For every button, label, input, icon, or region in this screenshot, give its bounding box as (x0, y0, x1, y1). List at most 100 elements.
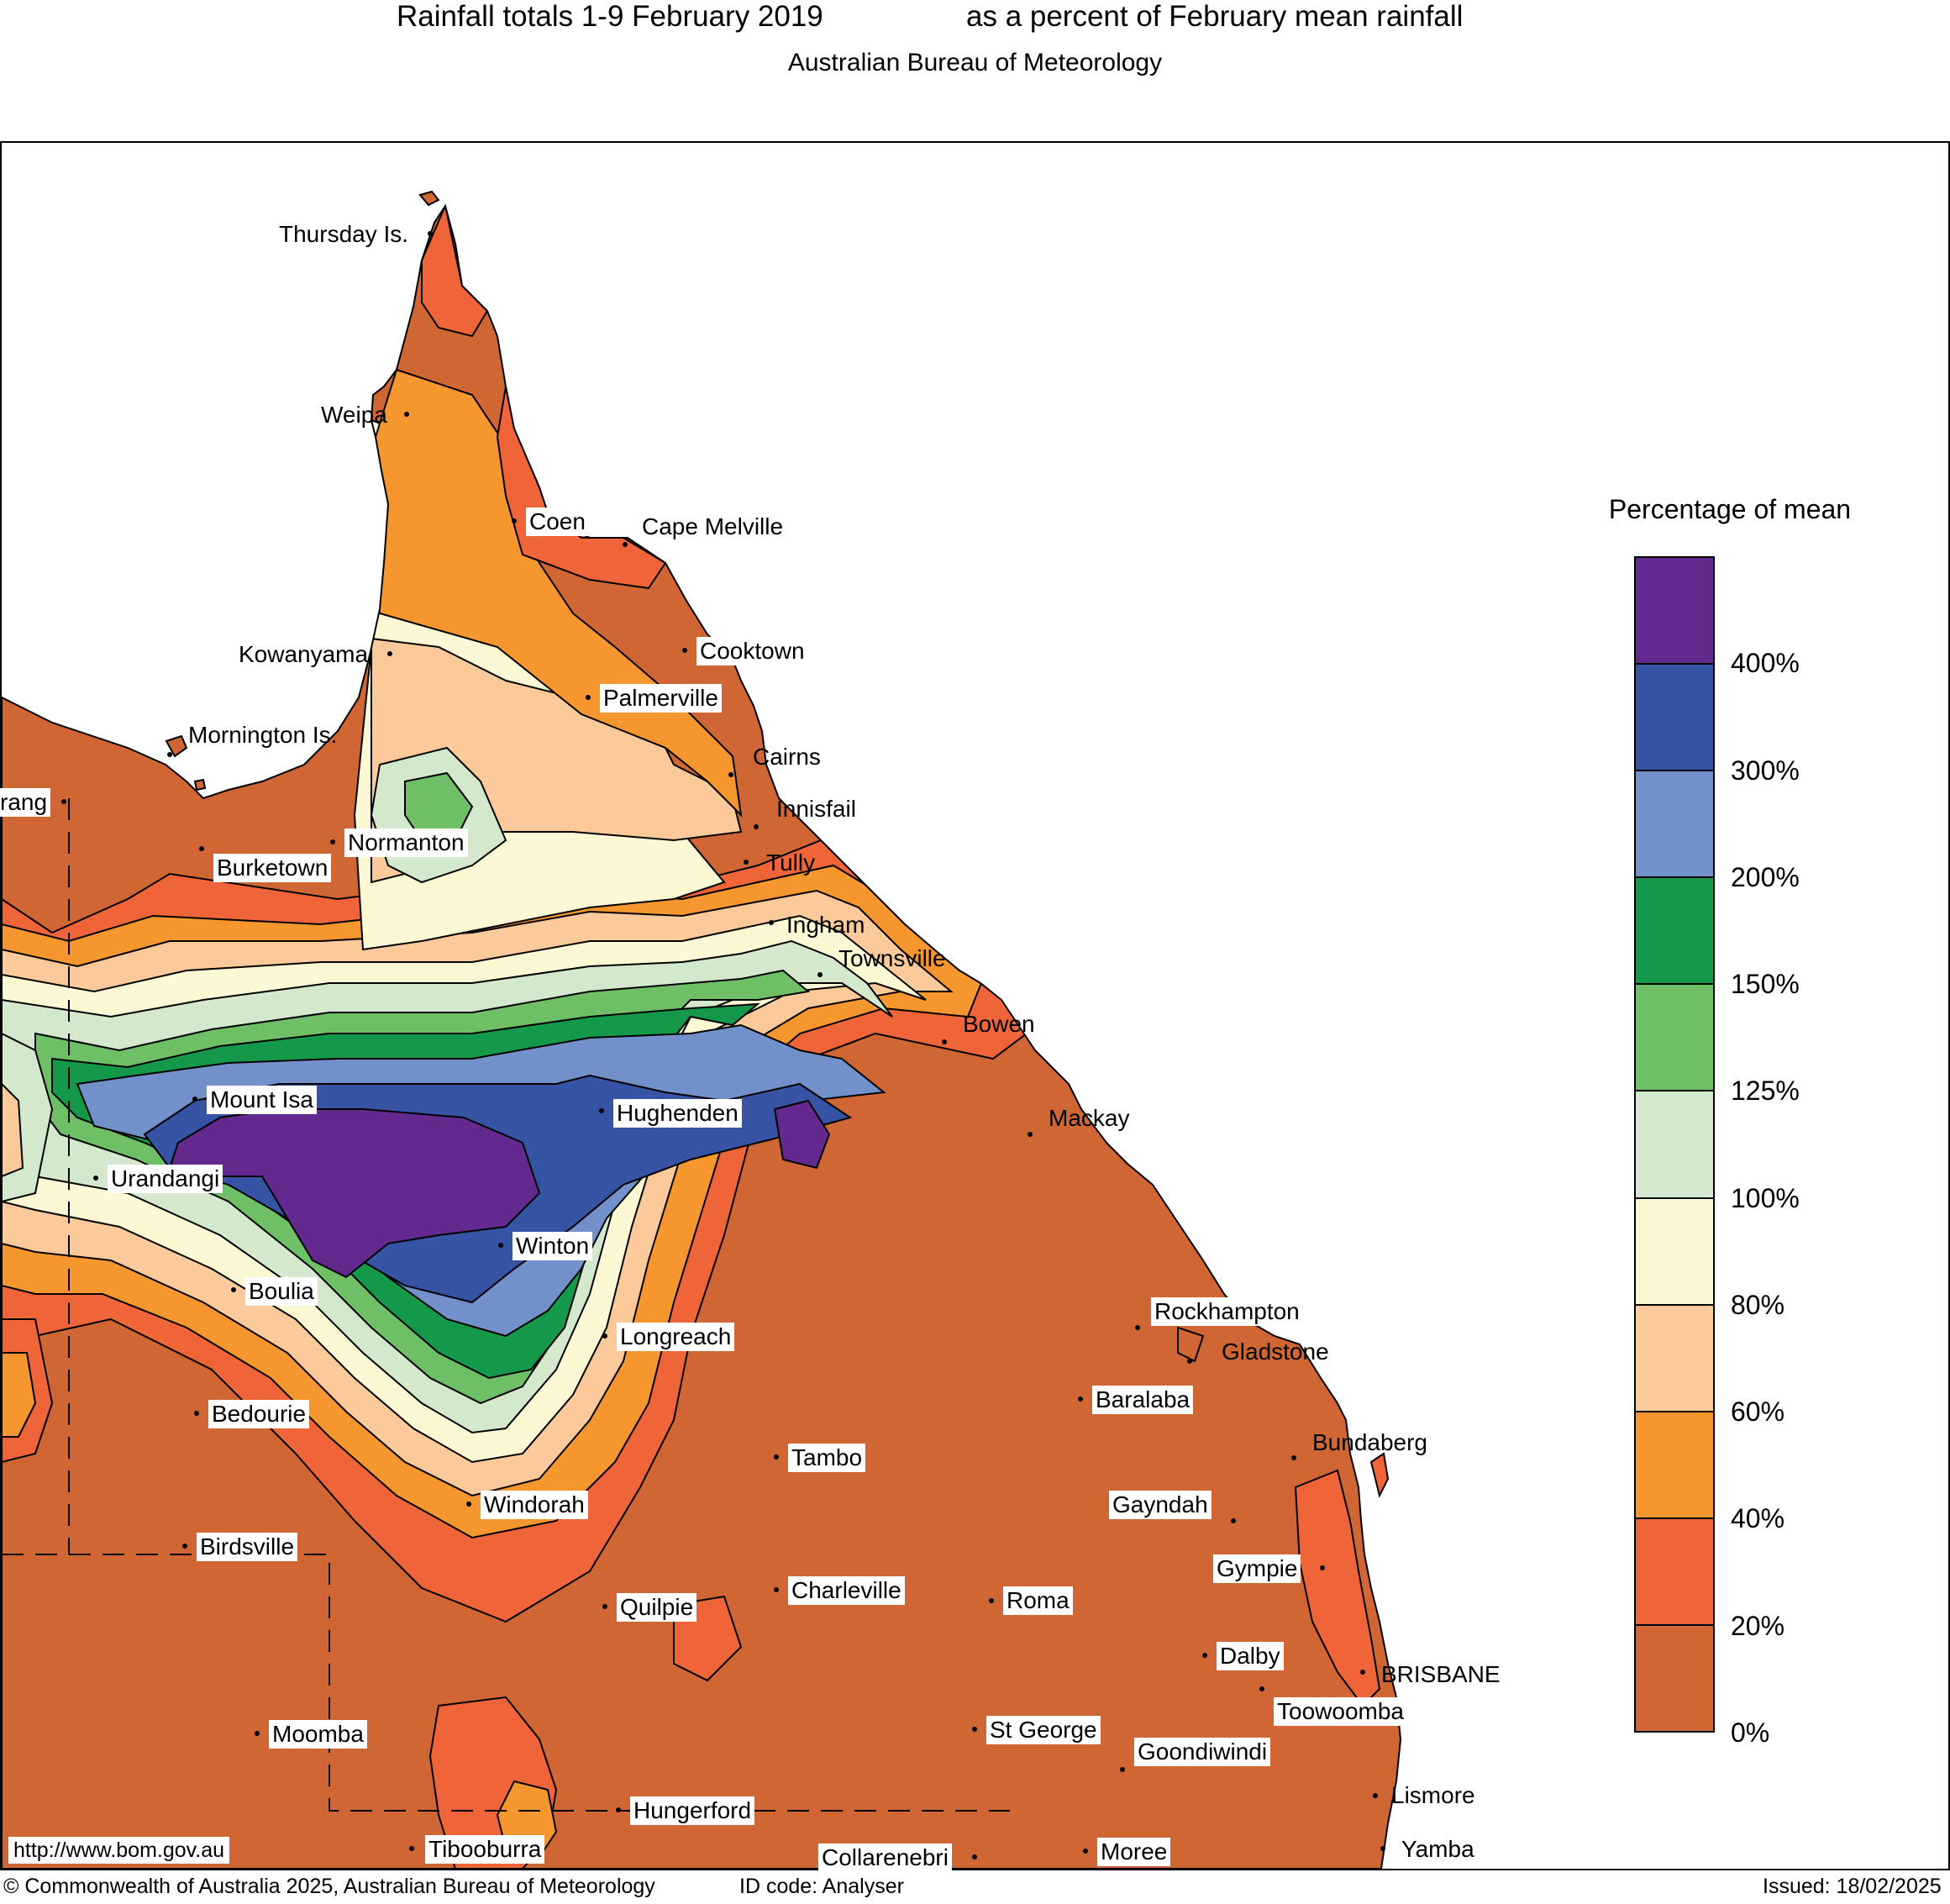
place-marker (231, 1287, 236, 1292)
place-label: St George (986, 1716, 1101, 1744)
legend-swatch (1636, 985, 1713, 1092)
legend-label: 40% (1731, 1503, 1785, 1534)
place-marker (972, 1854, 977, 1859)
place-marker (616, 1807, 621, 1812)
place-marker (409, 1846, 414, 1851)
place-marker (744, 860, 749, 865)
place-label: Dalby (1217, 1642, 1284, 1670)
place-marker (1078, 1396, 1083, 1402)
place-marker (192, 1097, 197, 1102)
place-marker (769, 920, 774, 925)
id-code: ID code: Analyser (739, 1875, 904, 1898)
legend-label: 60% (1731, 1396, 1785, 1428)
legend-swatch (1636, 665, 1713, 772)
place-marker (466, 1502, 471, 1507)
legend-swatch (1636, 771, 1713, 879)
legend-swatch (1636, 1198, 1713, 1306)
subtitle: Australian Bureau of Meteorology (787, 49, 1163, 76)
map-frame (0, 141, 1950, 1870)
place-marker (61, 799, 66, 804)
place-label: Innisfail (776, 796, 856, 822)
place-marker (167, 752, 172, 757)
place-marker (1291, 1455, 1296, 1460)
place-marker (93, 1176, 98, 1181)
place-label: Cooktown (696, 637, 808, 665)
place-label: Mackay (1049, 1105, 1130, 1131)
place-marker (1202, 1653, 1207, 1658)
place-label: Tibooburra (425, 1835, 545, 1864)
place-label: Ingham (786, 912, 865, 938)
legend-label: 80% (1731, 1289, 1785, 1320)
place-marker (989, 1598, 994, 1603)
place-marker (817, 972, 823, 977)
legend-swatch (1636, 558, 1713, 665)
place-label: Longreach (617, 1323, 735, 1351)
legend-swatch (1636, 1305, 1713, 1412)
legend-label: 150% (1731, 969, 1800, 1000)
copyright-line: © Commonwealth of Australia 2025, Austra… (3, 1874, 655, 1899)
place-label: Bundaberg (1312, 1429, 1428, 1455)
place-label: Rockhampton (1151, 1297, 1303, 1326)
place-label: rang (0, 788, 51, 817)
place-label: Boulia (245, 1277, 318, 1306)
legend-color-bar (1634, 556, 1715, 1733)
place-marker (1360, 1670, 1365, 1675)
place-marker (602, 1604, 607, 1609)
place-label: Townsville (838, 945, 946, 971)
place-marker (255, 1731, 260, 1736)
place-marker (1187, 1359, 1192, 1364)
legend-label: 400% (1731, 648, 1800, 679)
source-url[interactable]: http://www.bom.gov.au (8, 1837, 230, 1864)
place-label: Bedourie (208, 1400, 310, 1428)
place-label: Weipa (321, 402, 387, 428)
place-label: Gayndah (1109, 1491, 1212, 1519)
legend-label: 200% (1731, 861, 1800, 892)
rainfall-map (2, 143, 1506, 1869)
place-marker (404, 412, 409, 417)
place-marker (330, 839, 335, 844)
place-marker (1373, 1793, 1378, 1798)
place-label: Toowoomba (1274, 1697, 1407, 1726)
place-marker (199, 846, 204, 851)
title-main: Rainfall totals 1-9 February 2019 (397, 0, 823, 33)
place-label: Burketown (213, 854, 332, 882)
place-label: Quilpie (617, 1593, 697, 1622)
place-label: Mornington Is. (188, 722, 338, 748)
place-marker (774, 1454, 779, 1460)
legend-label: 100% (1731, 1182, 1800, 1213)
place-label: Charleville (788, 1576, 905, 1605)
copyright-icon: © (3, 1875, 19, 1898)
place-label: Yamba (1401, 1836, 1474, 1862)
legend-label: 0% (1731, 1717, 1770, 1748)
place-marker (774, 1587, 779, 1592)
place-marker (498, 1243, 503, 1248)
place-label: Normanton (344, 828, 468, 857)
place-label: Goondiwindi (1134, 1738, 1271, 1766)
place-label: Moree (1097, 1838, 1171, 1866)
place-marker (512, 518, 517, 523)
legend-swatch (1636, 1518, 1713, 1626)
place-label: Collarenebri (818, 1844, 952, 1872)
place-marker (1231, 1518, 1236, 1523)
place-marker (182, 1544, 187, 1549)
place-marker (387, 651, 392, 656)
place-label: Urandangi (108, 1165, 223, 1193)
place-label: Gympie (1213, 1554, 1301, 1583)
place-label: Moomba (269, 1720, 367, 1749)
place-marker (942, 1039, 947, 1044)
chart-title: Rainfall totals 1-9 February 2019 as a p… (0, 0, 1950, 37)
legend-swatch (1636, 1625, 1713, 1732)
place-label: Hughenden (613, 1099, 742, 1128)
place-label: Thursday Is. (279, 221, 409, 247)
place-label: Gladstone (1222, 1339, 1329, 1365)
place-label: Mount Isa (207, 1086, 317, 1114)
issued-date: Issued: 18/02/2025 (1763, 1875, 1942, 1898)
place-label: Lismore (1391, 1782, 1475, 1808)
place-marker (623, 542, 628, 547)
place-marker (1380, 1846, 1385, 1851)
place-label: Tambo (788, 1444, 866, 1472)
place-marker (599, 1108, 604, 1113)
place-marker (1135, 1325, 1140, 1330)
place-marker (972, 1727, 977, 1732)
place-label: Birdsville (197, 1533, 298, 1561)
